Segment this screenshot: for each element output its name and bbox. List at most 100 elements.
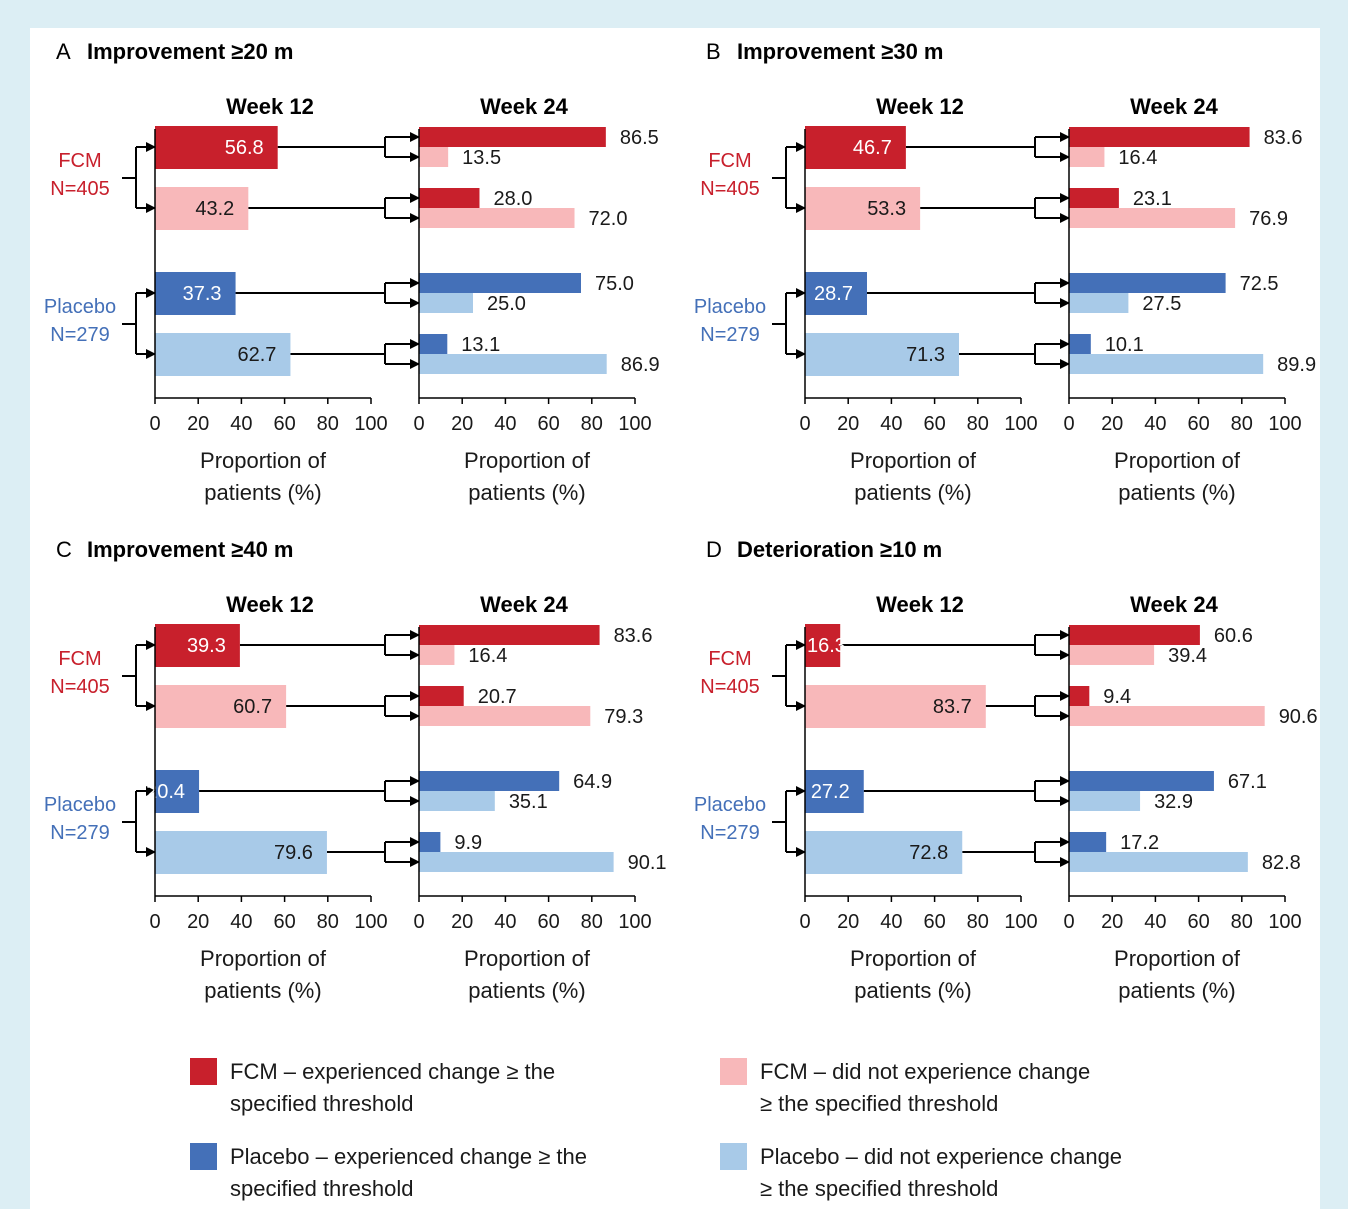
x-axis-label: patients (%) xyxy=(204,978,321,1003)
week24-bar-placebo-from-no-yes xyxy=(419,334,448,354)
week24-bar-fcm-from-no-yes xyxy=(419,686,464,706)
group-placebo: Placebo N=279 20.4 79.6 64.9 35.1 9.9 90.1 xyxy=(44,770,667,874)
week24-bar-placebo-from-no-yes xyxy=(1069,334,1091,354)
x-tick-label: 40 xyxy=(1144,911,1166,933)
week24-bar-fcm-from-yes-no xyxy=(419,645,455,665)
group-n-placebo: N=279 xyxy=(50,822,110,844)
week24-bar-fcm-from-no-no xyxy=(419,208,575,228)
panel-d: D Deterioration ≥10 m Week 12 Week 24 FCM N=4… xyxy=(694,537,1318,1003)
legend-text-line1: FCM – did not experience change xyxy=(760,1059,1090,1084)
legend-item-fcm-yes: FCM – experienced change ≥ the specified … xyxy=(190,1058,555,1116)
legend-swatch xyxy=(190,1058,217,1085)
group-n-placebo: N=279 xyxy=(50,324,110,346)
week24-heading: Week 24 xyxy=(1130,94,1218,119)
week24-heading: Week 24 xyxy=(480,94,568,119)
week12-bar-label: 71.3 xyxy=(906,344,945,366)
x-tick-label: 100 xyxy=(618,911,651,933)
x-tick-label: 40 xyxy=(494,413,516,435)
x-tick-label: 20 xyxy=(187,413,209,435)
week12-bar-label: 20.4 xyxy=(146,781,185,803)
x-tick-label: 40 xyxy=(494,911,516,933)
week24-bar-label: 23.1 xyxy=(1133,188,1172,210)
group-label-fcm: FCM xyxy=(708,150,751,172)
week24-bar-placebo-from-no-yes xyxy=(419,832,441,852)
week12-bar-label: 43.2 xyxy=(195,198,234,220)
x-tick-label: 40 xyxy=(880,911,902,933)
week12-bar-fcm-yes xyxy=(155,126,278,169)
x-axis-label: Proportion of xyxy=(850,448,977,473)
week24-bar-placebo-from-yes-no xyxy=(1069,293,1129,313)
x-tick-label: 80 xyxy=(317,911,339,933)
group-fcm: FCM N=405 46.7 53.3 83.6 16.4 23.1 76.9 xyxy=(700,126,1303,230)
legend-swatch xyxy=(720,1143,747,1170)
x-tick-label: 20 xyxy=(1101,413,1123,435)
panel-title: Deterioration ≥10 m xyxy=(737,537,942,562)
group-placebo: Placebo N=279 28.7 71.3 72.5 27.5 10.1 89.9 xyxy=(694,272,1316,376)
x-tick-label: 60 xyxy=(537,413,559,435)
x-tick-label: 80 xyxy=(1231,911,1253,933)
week24-bar-placebo-from-no-no xyxy=(1069,852,1248,872)
group-n-fcm: N=405 xyxy=(50,676,110,698)
legend-text-line1: FCM – experienced change ≥ the xyxy=(230,1059,555,1084)
panel-letter: C xyxy=(56,537,72,562)
week24-bar-label: 10.1 xyxy=(1105,334,1144,356)
week24-bar-placebo-from-yes-yes xyxy=(1069,273,1226,293)
chart-canvas: A Improvement ≥20 m Week 12 Week 24 FCM N=405… xyxy=(44,39,1318,1201)
legend-text-line2: specified threshold xyxy=(230,1176,413,1201)
x-tick-label: 0 xyxy=(1063,911,1074,933)
week12-bar-fcm-no xyxy=(805,187,921,230)
week24-bar-placebo-from-no-yes xyxy=(1069,832,1107,852)
legend-text-line2: ≥ the specified threshold xyxy=(760,1091,998,1116)
week12-bar-fcm-yes xyxy=(155,624,240,667)
group-label-placebo: Placebo xyxy=(694,296,766,318)
week24-bar-label: 82.8 xyxy=(1262,852,1301,874)
legend-swatch xyxy=(190,1143,217,1170)
week12-bar-label: 72.8 xyxy=(909,842,948,864)
group-placebo: Placebo N=279 27.2 72.8 67.1 32.9 17.2 82.8 xyxy=(694,770,1301,874)
week12-bar-placebo-no xyxy=(805,333,960,376)
week24-bar-label: 9.4 xyxy=(1103,686,1131,708)
legend-text-line1: Placebo – did not experience change xyxy=(760,1144,1122,1169)
x-tick-label: 40 xyxy=(230,911,252,933)
x-axis-label: Proportion of xyxy=(1114,448,1241,473)
week24-bar-label: 13.1 xyxy=(461,334,500,356)
x-tick-label: 20 xyxy=(187,911,209,933)
x-tick-label: 20 xyxy=(1101,911,1123,933)
week12-bar-placebo-no xyxy=(155,333,291,376)
week12-bar-placebo-yes xyxy=(155,770,200,813)
x-tick-label: 40 xyxy=(230,413,252,435)
panel-c: C Improvement ≥40 m Week 12 Week 24 FCM N=405… xyxy=(44,537,667,1003)
week24-bar-fcm-from-no-yes xyxy=(1069,686,1090,706)
week24-heading: Week 24 xyxy=(1130,592,1218,617)
week24-bar-label: 27.5 xyxy=(1142,293,1181,315)
week12-bar-fcm-yes xyxy=(805,624,841,667)
legend-text-line2: ≥ the specified threshold xyxy=(760,1176,998,1201)
panel-b: B Improvement ≥30 m Week 12 Week 24 FCM N=405… xyxy=(694,39,1316,505)
week24-bar-placebo-from-no-no xyxy=(419,354,607,374)
week24-bar-label: 39.4 xyxy=(1168,645,1207,667)
group-fcm: FCM N=405 39.3 60.7 83.6 16.4 20.7 79.3 xyxy=(50,624,653,728)
x-tick-label: 100 xyxy=(1268,413,1301,435)
week24-bar-label: 60.6 xyxy=(1214,625,1253,647)
panel-letter: A xyxy=(56,39,71,64)
figure-frame: A Improvement ≥20 m Week 12 Week 24 FCM N=405… xyxy=(30,28,1320,1209)
x-axis-label: patients (%) xyxy=(1118,978,1235,1003)
x-axis-label: Proportion of xyxy=(200,448,327,473)
legend-item-placebo-no: Placebo – did not experience change ≥ the… xyxy=(720,1143,1122,1201)
group-label-fcm: FCM xyxy=(58,150,101,172)
x-tick-label: 80 xyxy=(967,413,989,435)
x-tick-label: 100 xyxy=(354,911,387,933)
week12-bar-placebo-no xyxy=(805,831,963,874)
group-n-placebo: N=279 xyxy=(700,822,760,844)
week24-bar-placebo-from-no-no xyxy=(419,852,614,872)
week24-bar-placebo-from-yes-yes xyxy=(419,273,581,293)
week24-bar-label: 89.9 xyxy=(1277,354,1316,376)
week24-bar-fcm-from-no-yes xyxy=(1069,188,1119,208)
week24-bar-label: 35.1 xyxy=(509,791,548,813)
week24-bar-fcm-from-yes-yes xyxy=(1069,625,1200,645)
group-n-fcm: N=405 xyxy=(50,178,110,200)
week24-bar-label: 16.4 xyxy=(468,645,507,667)
panel-title: Improvement ≥30 m xyxy=(737,39,943,64)
week24-bar-label: 83.6 xyxy=(1264,127,1303,149)
week24-bar-fcm-from-no-no xyxy=(419,706,591,726)
